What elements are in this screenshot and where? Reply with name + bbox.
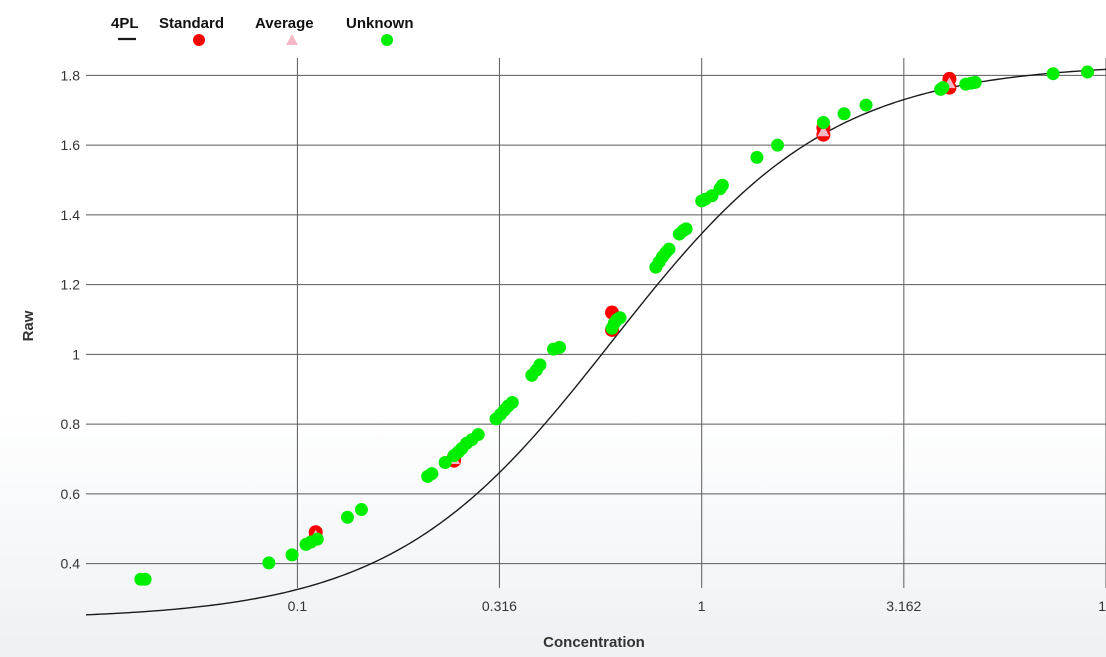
- y-tick-label: 1: [72, 346, 80, 362]
- grid: [86, 58, 1106, 588]
- unknown-point: [837, 107, 851, 121]
- x-tick-label: 3.162: [886, 598, 921, 614]
- unknown-point: [262, 556, 276, 570]
- unknown-point: [505, 396, 519, 409]
- unknown-point: [968, 75, 982, 89]
- fit-curve-4pl: [85, 68, 1106, 616]
- unknown-point: [715, 178, 729, 192]
- unknown-point: [936, 81, 950, 95]
- legend-fit-label: 4PL: [111, 15, 139, 32]
- unknown-point: [354, 503, 368, 517]
- unknown-point: [679, 222, 693, 236]
- y-tick-label: 1.4: [61, 207, 81, 223]
- x-axis-title: Concentration: [543, 634, 645, 651]
- legend-unknown-swatch: [381, 34, 393, 46]
- y-tick-label: 0.4: [61, 556, 81, 572]
- x-tick-label: 0.1: [288, 598, 308, 614]
- x-tick-label: 0.316: [482, 598, 517, 614]
- unknown-point: [310, 532, 324, 546]
- y-axis-title: Raw: [20, 310, 37, 341]
- legend: 4PL Standard Average Unknown: [111, 15, 414, 46]
- unknown-point: [285, 548, 299, 562]
- x-tick-label: 10: [1098, 598, 1106, 614]
- y-tick-label: 1.8: [61, 67, 81, 83]
- unknown-point: [340, 510, 354, 524]
- y-tick-label: 0.8: [61, 416, 81, 432]
- unknown-point: [425, 467, 439, 481]
- unknown-point: [1046, 67, 1060, 81]
- y-tick-label: 1.2: [61, 277, 81, 293]
- y-tick-label: 1.6: [61, 137, 81, 153]
- points-layer: [134, 65, 1095, 586]
- unknown-point: [613, 311, 627, 325]
- average-point: [817, 125, 830, 137]
- legend-standard-label: Standard: [159, 15, 224, 32]
- unknown-point: [533, 358, 547, 372]
- unknown-point: [553, 340, 567, 354]
- unknown-point: [1081, 65, 1095, 79]
- legend-unknown-label: Unknown: [346, 15, 414, 32]
- x-tick-label: 1: [698, 598, 706, 614]
- unknown-point: [471, 428, 485, 442]
- legend-standard-swatch: [193, 34, 205, 46]
- legend-average-label: Average: [255, 15, 314, 32]
- tick-labels: 0.1 0.316 1 3.162 10 0.4 0.6 0.8 1 1.2 1.4 1.6 1.8: [61, 67, 1106, 614]
- unknown-point: [662, 242, 676, 256]
- unknown-point: [750, 150, 764, 164]
- unknown-point: [816, 116, 830, 130]
- unknown-point: [859, 98, 873, 112]
- unknown-point: [138, 572, 152, 586]
- unknown-point: [438, 455, 452, 469]
- y-tick-label: 0.6: [61, 486, 81, 502]
- legend-average-swatch: [286, 34, 298, 45]
- unknown-point: [771, 138, 785, 152]
